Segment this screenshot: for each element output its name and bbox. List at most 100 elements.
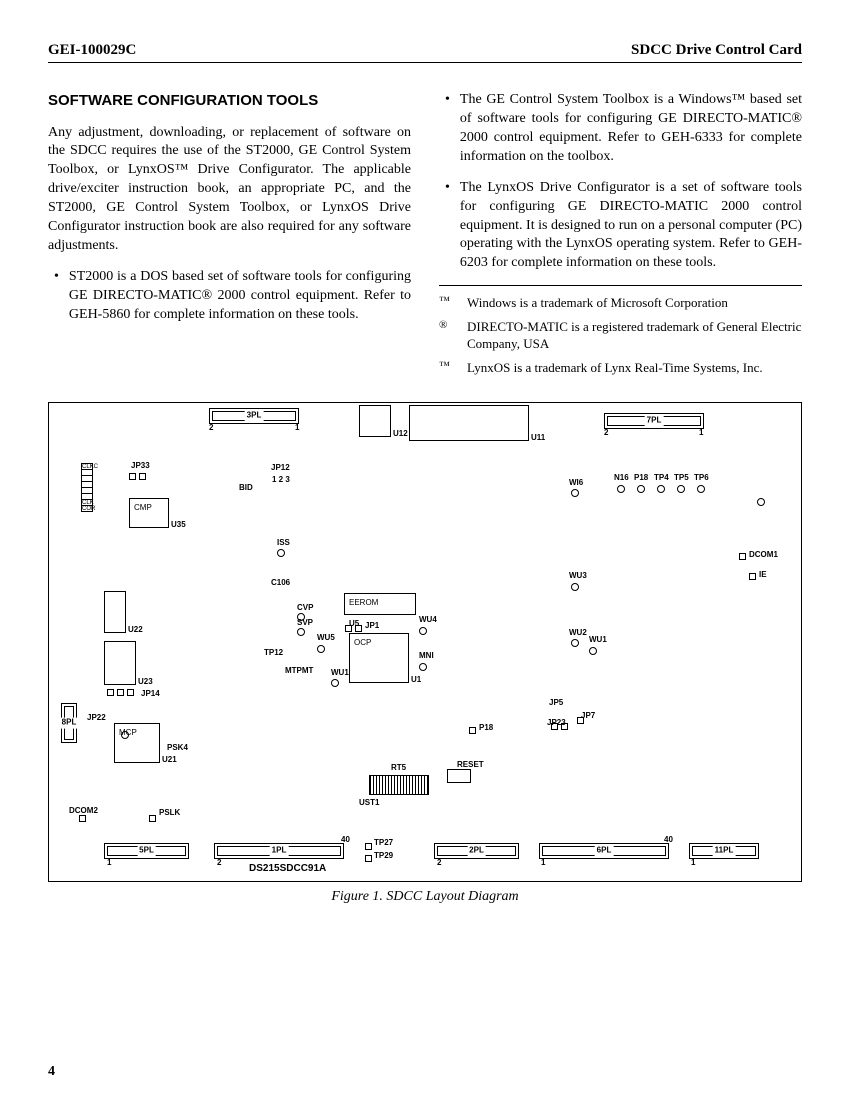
jumper-icon (117, 689, 124, 696)
connector-label: 6PL (595, 846, 614, 857)
test-point-icon (657, 485, 665, 493)
diagram-label: BID (239, 483, 253, 494)
tm-symbol: ™ (439, 359, 459, 377)
jumper-icon (469, 727, 476, 734)
test-point-icon (677, 485, 685, 493)
diagram-label: 1 (699, 428, 703, 439)
jumper-icon (127, 689, 134, 696)
component-rect: MCP (114, 723, 160, 763)
diagram-label: 2 (437, 858, 441, 869)
test-point-icon (637, 485, 645, 493)
test-point-icon (331, 679, 339, 687)
diagram-label: 40 (341, 835, 350, 846)
component-rect (359, 405, 391, 437)
connector-label: 2PL (467, 846, 486, 857)
diagram-label: WU2 (569, 628, 587, 639)
jumper-icon (79, 815, 86, 822)
diagram-label: IE (759, 570, 767, 581)
jumper-icon (139, 473, 146, 480)
diagram-label: JP22 (87, 713, 106, 724)
connector-label: 5PL (137, 846, 156, 857)
diagram-label: 1 (107, 858, 111, 869)
diagram-label: UST1 (359, 798, 379, 809)
connector-label: 3PL (245, 411, 264, 422)
component-sublabel: U11 (531, 433, 545, 444)
diagram-label: MNI (419, 651, 434, 662)
diagram-label: RT5 (391, 763, 406, 774)
connector-label: 1PL (270, 846, 289, 857)
jumper-icon (345, 625, 352, 632)
bullet-text: The GE Control System Toolbox is a Windo… (460, 91, 802, 167)
bullet-dot-icon: • (54, 268, 59, 325)
content-columns: SOFTWARE CONFIGURATION TOOLS Any adjustm… (48, 91, 802, 382)
component-sublabel: U22 (128, 625, 143, 636)
diagram-label: 2 (604, 428, 608, 439)
tm-symbol: ™ (439, 294, 459, 312)
tm-text: LynxOS is a trademark of Lynx Real-Time … (467, 359, 802, 377)
diagram-label: JP1 (365, 621, 379, 632)
diagram-label: WU4 (419, 615, 437, 626)
heatsink-icon (369, 775, 429, 795)
bullet-item: • The GE Control System Toolbox is a Win… (439, 91, 802, 167)
test-point-icon (571, 489, 579, 497)
jumper-icon (129, 473, 136, 480)
diagram-label: WU1 (589, 635, 607, 646)
trademark-row: ™ Windows is a trademark of Microsoft Co… (439, 294, 802, 312)
test-point-icon (571, 583, 579, 591)
component-sublabel: U23 (138, 677, 153, 688)
test-point-icon (297, 628, 305, 636)
trademark-row: ™ LynxOS is a trademark of Lynx Real-Tim… (439, 359, 802, 377)
bullet-text: ST2000 is a DOS based set of software to… (69, 268, 411, 325)
diagram-label: MTPMT (285, 666, 313, 677)
jumper-icon (577, 717, 584, 724)
component-label: CMP (134, 503, 152, 514)
diagram-label: TP27 (374, 838, 393, 849)
doc-id: GEI-100029C (48, 40, 136, 60)
jumper-icon (365, 843, 372, 850)
connector: 5PL (104, 843, 189, 859)
component-rect (104, 591, 126, 633)
component-sublabel: U1 (411, 675, 421, 686)
diagram-label: C106 (271, 578, 290, 589)
clkc-block: CLKCCLKCOR (81, 463, 93, 511)
connector-label: 7PL (645, 416, 664, 427)
diagram-label: 40 (664, 835, 673, 846)
diagram-label: PSLK (159, 808, 180, 819)
diagram-label: TP29 (374, 851, 393, 862)
jumper-icon (149, 815, 156, 822)
intro-paragraph: Any adjustment, downloading, or replacem… (48, 124, 411, 256)
jumper-icon (749, 573, 756, 580)
reset-button-rect (447, 769, 471, 783)
diagram-label: JP14 (141, 689, 160, 700)
diagram-label: 1 (541, 858, 545, 869)
bullet-text: The LynxOS Drive Configurator is a set o… (460, 179, 802, 273)
connector-label: 8PL (60, 718, 79, 729)
component-rect (409, 405, 529, 441)
jumper-icon (107, 689, 114, 696)
diagram-label: WU1 (331, 668, 349, 679)
diagram-label: 1 2 3 (272, 475, 290, 486)
connector: 8PL (61, 703, 77, 743)
test-point-icon (419, 663, 427, 671)
connector: 7PL (604, 413, 704, 429)
connector: 3PL (209, 408, 299, 424)
section-title: SOFTWARE CONFIGURATION TOOLS (48, 91, 411, 111)
connector-label: 11PL (713, 846, 736, 857)
component-rect: OCP (349, 633, 409, 683)
diagram-label: TP12 (264, 648, 283, 659)
test-point-icon (617, 485, 625, 493)
component-sublabel: U12 (393, 429, 408, 440)
page-header: GEI-100029C SDCC Drive Control Card (48, 40, 802, 63)
jumper-icon (355, 625, 362, 632)
test-point-icon (571, 639, 579, 647)
test-point-icon (419, 627, 427, 635)
right-column: • The GE Control System Toolbox is a Win… (439, 91, 802, 382)
jumper-icon (365, 855, 372, 862)
diagram-label: DCOM1 (749, 550, 778, 561)
layout-diagram: CLKCCLKCOR DS215SDCC91A 3PL7PL5PL1PL2PL6… (48, 402, 802, 882)
diagram-label: TP4 (654, 473, 669, 484)
component-rect: CMP (129, 498, 169, 528)
connector: 11PL (689, 843, 759, 859)
tm-text: Windows is a trademark of Microsoft Corp… (467, 294, 802, 312)
page-number: 4 (48, 1063, 55, 1082)
